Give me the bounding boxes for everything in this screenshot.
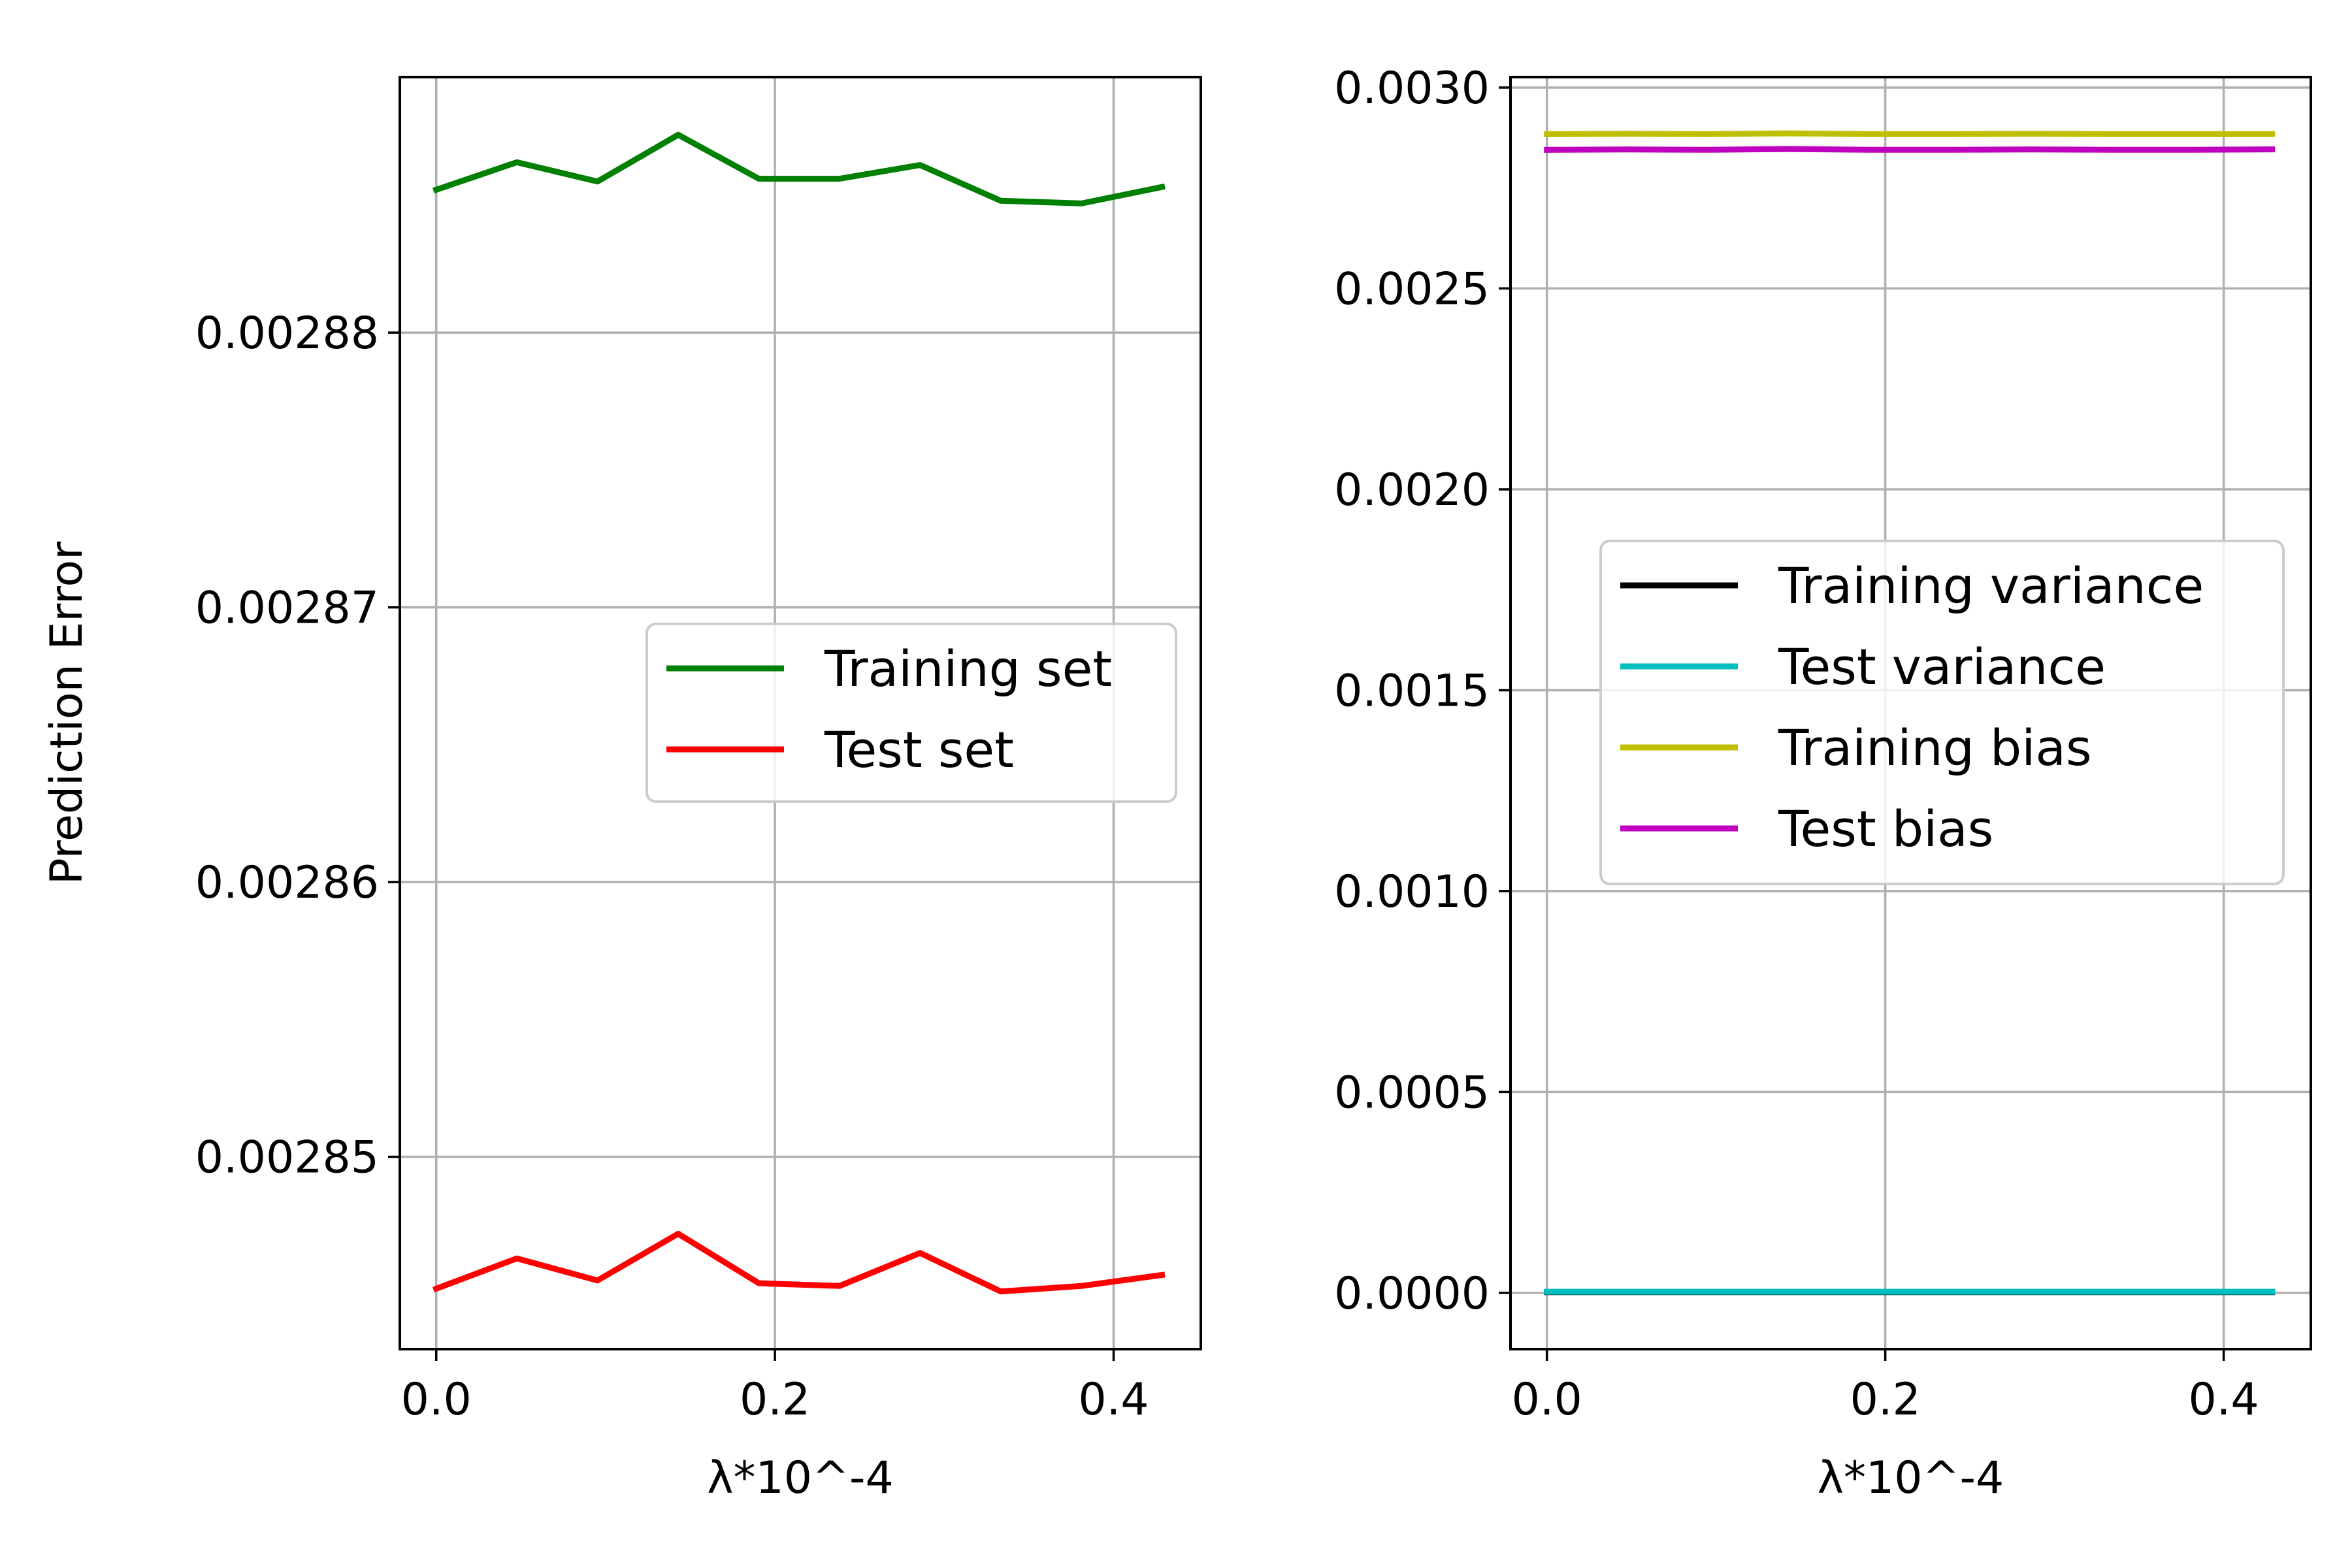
y-tick-label: 0.0020 — [1334, 465, 1490, 516]
y-tick-label: 0.0000 — [1334, 1268, 1490, 1320]
y-tick-label: 0.00287 — [195, 583, 379, 634]
y-tick-label: 0.0030 — [1334, 63, 1490, 114]
series-line-training-bias — [1544, 130, 2276, 137]
legend-entry-label: Test set — [824, 721, 1014, 779]
x-tick-label: 0.4 — [2189, 1374, 2259, 1426]
y-tick-label: 0.0005 — [1334, 1067, 1490, 1119]
series-line-training-set — [432, 131, 1166, 206]
left-chart-panel: 0.0 0.2 0.4 0.00285 0.00286 0.00287 0.00288 λ*1… — [41, 76, 1202, 1504]
legend-entry-label: Test variance — [1778, 638, 2106, 696]
legend-entry-label: Training variance — [1778, 557, 2204, 615]
legend-entry-label: Training set — [824, 640, 1112, 698]
y-tick-label: 0.0015 — [1334, 665, 1490, 717]
legend-box — [1599, 540, 2285, 885]
axes-frame — [1509, 76, 2312, 1350]
x-tick-label: 0.2 — [740, 1374, 810, 1426]
y-tick-label: 0.00285 — [195, 1132, 379, 1184]
x-tick-label: 0.4 — [1078, 1374, 1149, 1426]
right-chart-panel: 0.0 0.2 0.4 0.0000 0.0005 0.0010 0.0015 0.0020 0… — [1334, 63, 2312, 1504]
y-axis-label: Prediction Error — [41, 542, 93, 885]
y-tick-label: 0.00288 — [195, 308, 379, 359]
x-axis-label: λ*10^-4 — [707, 1452, 894, 1504]
y-tick-label: 0.0010 — [1334, 866, 1490, 918]
y-tick-label: 0.0025 — [1334, 263, 1490, 315]
y-tick-label: 0.00286 — [195, 857, 379, 909]
legend-entry-label: Training bias — [1778, 719, 2092, 777]
x-axis-label: λ*10^-4 — [1818, 1452, 2004, 1504]
x-tick-label: 0.0 — [1512, 1374, 1582, 1426]
legend: Training set Test set — [645, 623, 1177, 803]
legend: Training variance Test variance Training b… — [1599, 540, 2285, 885]
series-line-test-set — [432, 1230, 1166, 1295]
legend-entry-label: Test bias — [1778, 800, 1993, 858]
x-tick-label: 0.2 — [1850, 1374, 1921, 1426]
series-line-test-bias — [1544, 146, 2276, 153]
x-tick-label: 0.0 — [401, 1374, 472, 1426]
axes-frame — [399, 76, 1202, 1350]
